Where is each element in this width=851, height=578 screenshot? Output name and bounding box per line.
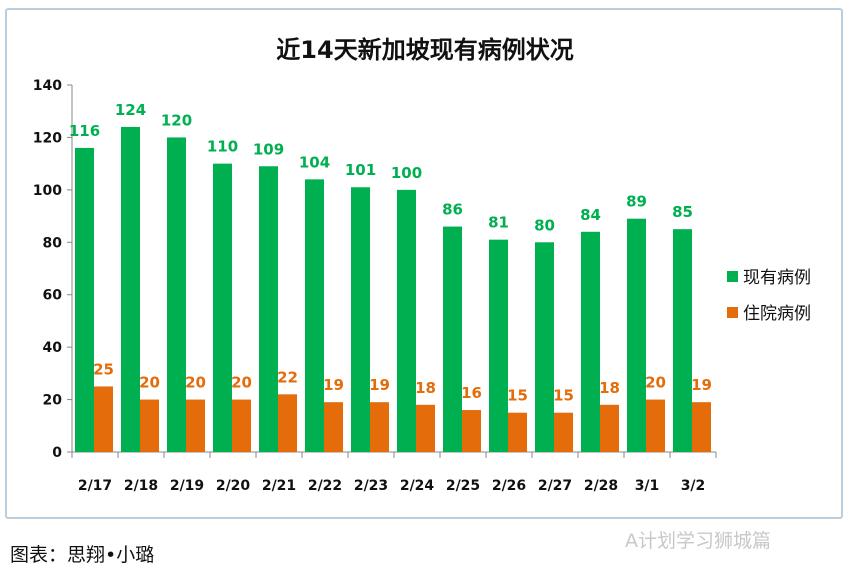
y-tick-label: 60: [43, 288, 63, 304]
caption: 图表：思翔•小璐: [10, 544, 155, 566]
data-label: 20: [139, 374, 160, 392]
bar-hospitalized: [600, 404, 619, 452]
y-tick-label: 0: [52, 445, 62, 461]
bar-hospitalized: [416, 404, 435, 452]
data-label: 80: [534, 216, 555, 234]
watermark: A计划学习狮城篇: [625, 530, 771, 552]
data-label: 19: [369, 376, 390, 394]
bar-current: [489, 239, 508, 452]
bar-current: [305, 179, 324, 452]
bar-current: [581, 231, 600, 452]
x-tick-label: 2/25: [446, 478, 480, 494]
data-label: 116: [69, 122, 100, 140]
data-label: 101: [345, 161, 376, 179]
legend-swatch: [727, 307, 738, 318]
data-label: 85: [672, 203, 693, 221]
y-tick-label: 20: [43, 393, 63, 409]
x-tick-label: 2/21: [262, 478, 296, 494]
data-label: 18: [415, 379, 436, 397]
bar-hospitalized: [324, 402, 343, 452]
data-label: 16: [461, 384, 482, 402]
data-label: 25: [93, 360, 114, 378]
x-tick-label: 2/24: [400, 478, 435, 494]
x-tick-label: 2/22: [308, 478, 342, 494]
x-tick-label: 2/19: [170, 478, 204, 494]
bar-hospitalized: [278, 394, 297, 452]
bar-hospitalized: [692, 402, 711, 452]
data-label: 18: [599, 379, 620, 397]
data-label: 110: [207, 138, 238, 156]
chart-title: 近14天新加坡现有病例状况: [276, 36, 573, 64]
bar-hospitalized: [462, 410, 481, 452]
bar-hospitalized: [554, 412, 573, 452]
y-tick-label: 140: [33, 78, 62, 94]
data-label: 86: [442, 201, 463, 219]
bar-current: [627, 218, 646, 452]
bar-hospitalized: [186, 399, 205, 452]
bar-hospitalized: [646, 399, 665, 452]
data-label: 120: [161, 111, 192, 129]
data-label: 19: [691, 376, 712, 394]
legend-label: 现有病例: [743, 268, 811, 288]
data-label: 81: [488, 214, 509, 232]
data-label: 109: [253, 140, 284, 158]
x-tick-label: 2/28: [584, 478, 618, 494]
x-tick-label: 2/18: [124, 478, 158, 494]
bar-current: [397, 189, 416, 452]
bar-current: [75, 147, 94, 452]
x-tick-label: 2/17: [78, 478, 112, 494]
y-tick-label: 80: [43, 235, 63, 251]
data-label: 22: [277, 368, 298, 386]
legend-label: 住院病例: [743, 304, 811, 324]
bar-current: [535, 242, 554, 452]
bar-current: [351, 187, 370, 452]
y-tick-label: 100: [33, 183, 62, 199]
bar-hospitalized: [94, 386, 113, 452]
x-tick-label: 2/23: [354, 478, 388, 494]
y-tick-label: 120: [33, 130, 62, 146]
bar-hospitalized: [140, 399, 159, 452]
bar-hospitalized: [370, 402, 389, 452]
chart-frame: [5, 8, 843, 519]
x-tick-label: 2/27: [538, 478, 572, 494]
data-label: 124: [115, 101, 146, 119]
data-label: 20: [185, 374, 206, 392]
bar-current: [443, 226, 462, 452]
data-label: 15: [553, 387, 574, 405]
x-tick-label: 3/1: [635, 478, 660, 494]
bar-current: [121, 126, 140, 452]
bar-current: [673, 229, 692, 452]
data-label: 100: [391, 164, 422, 182]
data-label: 20: [231, 374, 252, 392]
x-tick-label: 2/26: [492, 478, 526, 494]
data-label: 84: [580, 206, 601, 224]
data-label: 15: [507, 387, 528, 405]
bar-hospitalized: [508, 412, 527, 452]
x-tick-label: 3/2: [681, 478, 706, 494]
data-label: 104: [299, 153, 330, 171]
bar-current: [213, 163, 232, 452]
legend-swatch: [727, 271, 738, 282]
data-label: 89: [626, 193, 647, 211]
bar-current: [259, 166, 278, 452]
x-tick-label: 2/20: [216, 478, 251, 494]
bar-hospitalized: [232, 399, 251, 452]
data-label: 19: [323, 376, 344, 394]
bar-current: [167, 137, 186, 452]
data-label: 20: [645, 374, 666, 392]
y-tick-label: 40: [43, 340, 63, 356]
